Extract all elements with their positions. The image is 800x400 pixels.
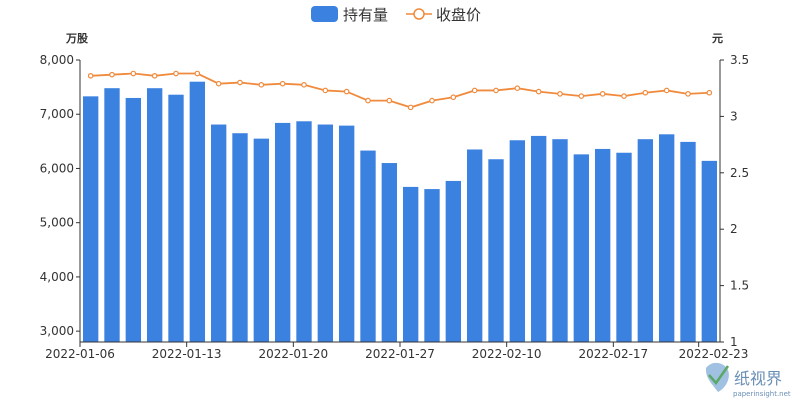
bar <box>701 160 718 342</box>
watermark-logo-icon <box>705 362 729 392</box>
legend[interactable]: 持有量 收盘价 <box>311 6 481 24</box>
close-price-point <box>386 97 393 104</box>
close-price-point <box>493 87 499 94</box>
close-price-point <box>642 89 649 96</box>
watermark-check-icon <box>708 365 730 386</box>
close-price-point <box>471 87 478 94</box>
y-left-unit: 万股 <box>65 32 89 45</box>
close-price-point <box>621 93 627 99</box>
y-right-unit: 元 <box>712 32 723 45</box>
close-price-point <box>343 88 350 95</box>
bar-series-holdings <box>82 81 718 343</box>
y-right-tick-label: 2 <box>730 222 738 236</box>
bar <box>168 94 184 342</box>
close-price-point <box>87 72 94 79</box>
bar <box>658 134 675 342</box>
close-price-point <box>599 91 606 97</box>
y-left-tick-label: 3,000 <box>40 324 74 338</box>
close-price-point <box>215 80 222 87</box>
y-right-tick-label: 3.5 <box>730 53 749 67</box>
y-right-tick-label: 3 <box>730 109 738 123</box>
y-right-tick-labels: 1 1.5 2 2.5 3 3.5 <box>730 53 749 349</box>
bar <box>125 97 142 342</box>
y-left-tick-label: 8,000 <box>40 53 74 67</box>
close-price-point <box>322 87 329 94</box>
x-tick-label: 2022-02-23 <box>679 347 749 361</box>
bar <box>210 124 227 343</box>
x-axis-ticks: 2022-01-06 2022-01-13 2022-01-20 2022-01-27… <box>45 342 748 361</box>
close-price-point <box>151 72 158 79</box>
bar <box>274 122 291 343</box>
x-tick-label: 2022-02-10 <box>472 347 542 361</box>
bar <box>82 96 99 342</box>
close-price-point <box>109 71 115 78</box>
watermark-url: paperinsight.net <box>733 390 791 398</box>
close-price-point <box>407 104 414 111</box>
close-price-point <box>685 91 691 97</box>
legend-label-holdings: 持有量 <box>343 6 388 24</box>
y-left-tick-label: 4,000 <box>40 270 74 284</box>
close-price-point <box>301 82 307 88</box>
close-price-point <box>663 87 670 94</box>
close-price-point <box>429 97 435 104</box>
bar <box>338 125 355 342</box>
y-left-tick-label: 5,000 <box>40 216 74 230</box>
legend-label-close-price: 收盘价 <box>436 6 481 24</box>
x-tick-label: 2022-01-06 <box>45 347 115 361</box>
bar <box>680 141 696 342</box>
legend-bar-swatch <box>311 6 338 22</box>
bar <box>573 154 590 342</box>
bar <box>104 88 120 342</box>
close-price-point <box>578 93 585 99</box>
close-price-point <box>706 89 713 96</box>
bar <box>296 121 312 343</box>
close-price-point <box>173 70 179 77</box>
bar <box>488 159 504 342</box>
x-tick-label: 2022-01-27 <box>365 347 435 361</box>
bar <box>381 163 398 342</box>
close-price-point <box>365 97 371 104</box>
close-price-point <box>514 85 521 92</box>
y-right-tick-label: 1.5 <box>730 279 749 293</box>
close-price-point <box>130 70 137 77</box>
bar <box>253 138 270 342</box>
close-price-point <box>557 91 563 97</box>
close-price-point <box>237 79 243 86</box>
watermark: 纸视界 paperinsight.net <box>705 362 791 398</box>
bar <box>552 139 568 342</box>
x-tick-label: 2022-02-17 <box>578 347 648 361</box>
bar <box>530 135 547 342</box>
y-left-tick-labels: 3,000 4,000 5,000 6,000 7,000 8,000 <box>40 53 74 338</box>
close-price-point <box>258 82 265 88</box>
close-price-line <box>90 72 710 109</box>
watermark-name: 纸视界 <box>734 369 782 388</box>
bar <box>189 81 206 342</box>
line-series-close-price <box>87 70 713 111</box>
y-left-tick-label: 6,000 <box>40 161 74 175</box>
y-left-tick-label: 7,000 <box>40 107 74 121</box>
bar <box>360 150 376 342</box>
close-price-point <box>279 80 286 87</box>
legend-line-marker <box>413 8 425 20</box>
bar <box>146 88 163 342</box>
bar <box>317 124 334 343</box>
bar <box>594 148 611 342</box>
bar <box>616 152 632 342</box>
bar <box>637 139 654 342</box>
close-price-point <box>194 70 201 77</box>
bar <box>232 133 248 342</box>
bar <box>445 180 462 342</box>
y-right-tick-label: 1 <box>730 335 738 349</box>
y-right-tick-label: 2.5 <box>730 166 749 180</box>
x-tick-label: 2022-01-13 <box>152 347 222 361</box>
bar <box>466 149 483 342</box>
bar <box>509 140 526 342</box>
close-price-point <box>450 94 457 101</box>
x-tick-label: 2022-01-20 <box>258 347 328 361</box>
bar <box>424 189 440 342</box>
close-price-point <box>535 88 542 95</box>
bar <box>402 186 419 342</box>
